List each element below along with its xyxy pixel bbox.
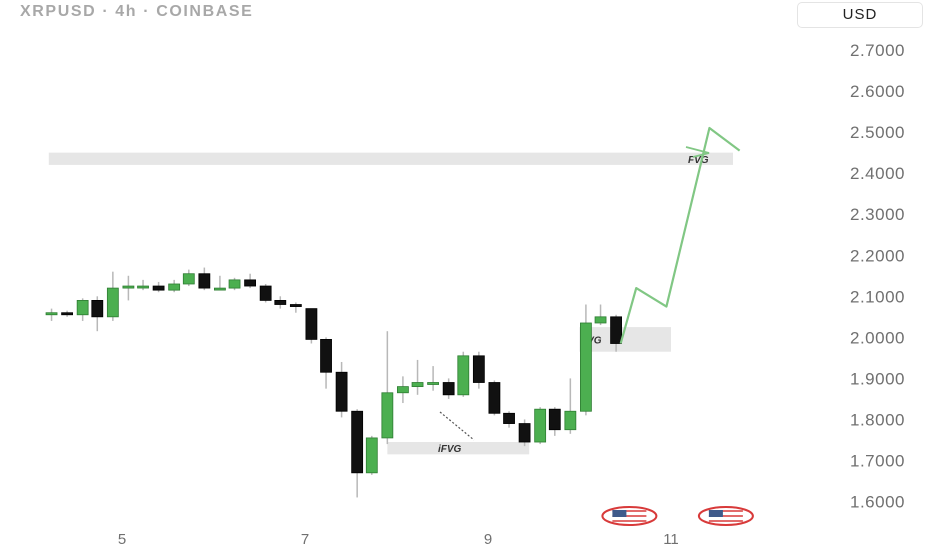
candle-up: [457, 355, 470, 396]
currency-button[interactable]: USD: [797, 2, 923, 28]
y-tick-label: 2.6000: [850, 82, 905, 101]
candle-down: [244, 279, 257, 287]
us-flag-icon: [601, 506, 658, 526]
x-tick-label: 11: [663, 531, 679, 548]
events-layer: [601, 506, 754, 526]
candle-up: [122, 285, 135, 289]
candles-layer: [45, 267, 622, 498]
y-tick-label: 1.8000: [850, 410, 905, 429]
projection-layer: [439, 126, 741, 441]
candle-up: [564, 410, 577, 431]
candle-down: [152, 285, 165, 291]
candle-up: [381, 392, 394, 439]
x-axis: 5 7 9 11: [118, 531, 679, 548]
candle-down: [503, 412, 515, 424]
candle-up: [411, 382, 424, 388]
candle-up: [534, 408, 547, 443]
projection-path: [619, 126, 741, 344]
candle-up: [580, 322, 592, 412]
candle-up: [228, 279, 241, 289]
y-tick-label: 1.7000: [850, 452, 905, 471]
y-axis: 2.7000 2.6000 2.5000 2.4000 2.3000 2.2000 2.10…: [850, 41, 905, 512]
y-tick-label: 2.7000: [850, 41, 905, 60]
candle-up: [182, 273, 195, 285]
y-tick-label: 2.2000: [850, 246, 905, 265]
candle-up: [214, 287, 226, 291]
y-tick-label: 1.9000: [850, 369, 905, 388]
candle-down: [274, 300, 287, 305]
us-flag-icon: [697, 506, 754, 526]
candle-down: [305, 308, 318, 340]
chart-title: XRPUSD · 4h · COINBASE: [20, 3, 254, 20]
candle-up: [427, 382, 440, 385]
flag-canton: [708, 510, 723, 517]
y-tick-label: 2.1000: [850, 287, 905, 306]
x-tick-label: 5: [118, 531, 126, 548]
x-tick-label: 9: [484, 531, 492, 548]
candle-down: [259, 285, 272, 301]
candle-down: [91, 300, 104, 318]
candle-down: [472, 355, 485, 383]
fvg-zone: [48, 152, 734, 165]
candle-up: [168, 283, 181, 291]
y-tick-label: 2.5000: [850, 123, 905, 142]
flag-canton: [612, 510, 627, 517]
fvg-zone: [387, 442, 530, 455]
y-tick-label: 2.4000: [850, 164, 905, 183]
zone-label: iFVG: [438, 444, 462, 455]
y-tick-label: 1.6000: [850, 493, 905, 512]
candle-up: [137, 285, 149, 289]
candle-up: [397, 386, 409, 394]
candle-down: [351, 410, 364, 474]
candle-up: [45, 312, 58, 316]
dotted-connector: [439, 411, 475, 441]
candle-up: [365, 437, 378, 474]
candle-down: [488, 382, 501, 414]
x-tick-label: 7: [301, 531, 309, 548]
y-tick-label: 2.3000: [850, 205, 905, 224]
candle-down: [289, 304, 302, 307]
candle-down: [442, 382, 455, 396]
candle-up: [594, 316, 607, 324]
candle-down: [198, 273, 211, 289]
zone-label: FVG: [688, 155, 709, 166]
candle-down: [548, 408, 561, 431]
candle-down: [61, 312, 73, 316]
candle-up: [76, 300, 89, 316]
candle-down: [320, 339, 332, 373]
candle-down: [610, 316, 622, 344]
candle-up: [106, 287, 119, 318]
candle-down: [518, 423, 531, 443]
candle-down: [335, 371, 348, 412]
y-tick-label: 2.0000: [850, 328, 905, 347]
projection-arrowhead: [685, 146, 710, 158]
